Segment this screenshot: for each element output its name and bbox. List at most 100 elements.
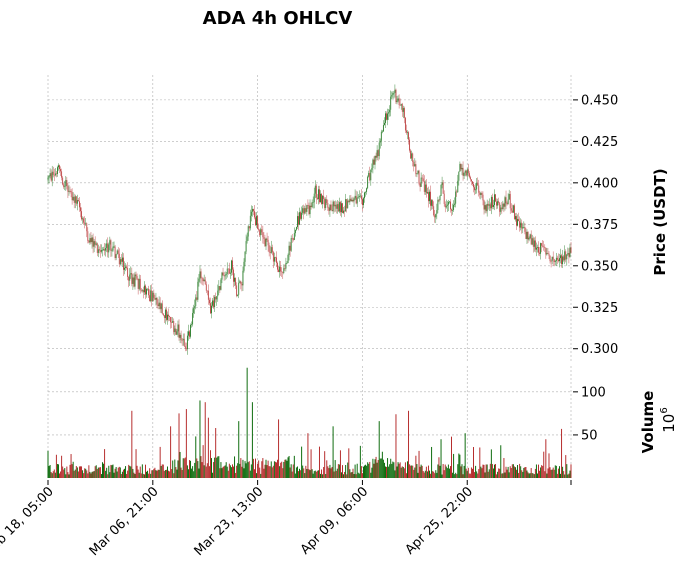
- volume-bar: [399, 462, 401, 478]
- candle-body: [334, 204, 336, 207]
- volume-bar: [331, 466, 333, 478]
- candle-body: [518, 219, 520, 222]
- candle-body: [532, 238, 534, 247]
- candle-body: [230, 260, 232, 273]
- volume-bar: [54, 472, 56, 478]
- volume-bar: [330, 468, 332, 478]
- volume-bar: [294, 473, 296, 478]
- volume-bar: [251, 402, 253, 478]
- volume-bar: [459, 454, 461, 478]
- volume-bar: [412, 465, 414, 478]
- volume-bar: [238, 421, 240, 478]
- volume-bar: [126, 473, 128, 478]
- volume-bar: [55, 454, 57, 478]
- candle-body: [140, 289, 142, 291]
- candle-body: [267, 239, 269, 246]
- candle-body: [222, 272, 224, 276]
- candle-body: [376, 150, 378, 158]
- volume-bar: [86, 470, 88, 478]
- candle-body: [240, 281, 242, 285]
- volume-bar: [477, 473, 479, 478]
- volume-bar: [387, 458, 389, 478]
- candle-body: [213, 300, 215, 308]
- volume-bar: [128, 464, 130, 478]
- volume-bar: [252, 458, 254, 478]
- candle-body: [441, 182, 443, 185]
- candle-body: [332, 201, 334, 212]
- volume-bar: [75, 466, 77, 478]
- volume-bar: [486, 464, 488, 478]
- volume-bar: [494, 464, 495, 478]
- candle-body: [109, 240, 111, 245]
- volume-bar: [310, 449, 312, 478]
- candle-body: [292, 238, 294, 240]
- candle-body: [70, 190, 72, 192]
- volume-bar: [366, 465, 368, 478]
- candle-body: [101, 250, 102, 252]
- candle-body: [428, 192, 429, 202]
- volume-bar: [422, 471, 424, 478]
- candle-body: [135, 274, 137, 277]
- candle-body: [97, 249, 99, 253]
- candle-body: [477, 183, 479, 186]
- candle-body: [270, 247, 272, 254]
- candle-body: [419, 183, 421, 187]
- candle-body: [304, 208, 306, 214]
- volume-bar: [436, 472, 438, 478]
- candle-body: [525, 231, 527, 239]
- candle-body: [68, 190, 70, 192]
- candle-body: [530, 234, 532, 245]
- candle-body: [250, 211, 252, 216]
- candle-body: [444, 204, 446, 208]
- candle-body: [422, 178, 424, 182]
- volume-bar: [453, 453, 455, 478]
- candle-body: [526, 231, 528, 239]
- volume-bar: [61, 455, 63, 478]
- candle-body: [166, 309, 167, 320]
- candle-body: [148, 288, 150, 296]
- candle-body: [228, 268, 230, 274]
- candle-body: [352, 199, 354, 202]
- volume-bar: [189, 460, 190, 478]
- volume-bar: [114, 468, 116, 478]
- volume-bar: [520, 466, 522, 478]
- candle-body: [464, 170, 466, 173]
- candle-body: [517, 219, 518, 226]
- candle-body: [298, 216, 299, 225]
- candle-body: [515, 216, 516, 220]
- candle-body: [500, 207, 502, 212]
- candle-body: [315, 185, 317, 198]
- volume-bar: [555, 465, 557, 478]
- volume-bar: [203, 465, 205, 478]
- volume-bar: [195, 436, 197, 478]
- volume-bar: [98, 467, 100, 478]
- candle-body: [73, 196, 75, 203]
- candle-body: [329, 204, 331, 211]
- candle-body: [289, 245, 291, 251]
- volume-bar: [242, 459, 244, 478]
- volume-bar: [285, 459, 287, 478]
- candle-body: [146, 288, 147, 295]
- volume-bar: [282, 468, 284, 478]
- candle-body: [254, 211, 255, 218]
- volume-bar: [197, 461, 199, 478]
- volume-bar: [563, 471, 565, 478]
- volume-bar: [334, 460, 336, 478]
- candle-body: [342, 203, 343, 213]
- volume-bar: [140, 473, 142, 478]
- candle-body: [356, 197, 358, 204]
- volume-bar: [176, 469, 178, 478]
- volume-bar: [326, 460, 328, 478]
- candle-body: [99, 250, 101, 252]
- volume-bar: [83, 473, 85, 478]
- volume-bar: [261, 461, 263, 478]
- volume-bar: [298, 471, 299, 478]
- volume-bar: [305, 465, 307, 478]
- candle-body: [287, 255, 289, 264]
- volume-bar: [461, 464, 463, 478]
- volume-bar: [236, 465, 238, 478]
- candle-body: [236, 285, 238, 296]
- volume-bar: [431, 446, 433, 478]
- volume-bar: [560, 473, 561, 478]
- candle-body: [149, 295, 151, 302]
